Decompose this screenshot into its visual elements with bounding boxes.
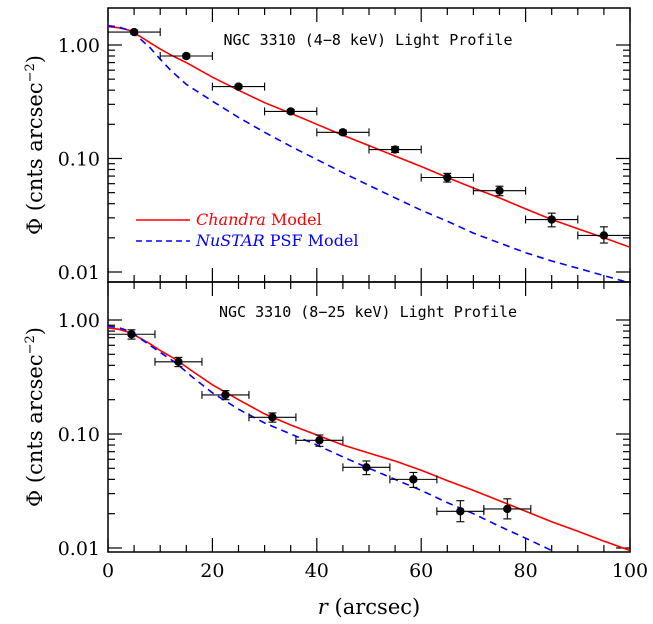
panel-title: NGC 3310 (8−25 keV) Light Profile — [219, 303, 517, 321]
data-point — [107, 329, 156, 340]
x-tick-label: 0 — [102, 560, 114, 582]
legend-chandra-label: Chandra Model — [196, 210, 322, 229]
data-marker — [268, 413, 277, 422]
nustar-psf-line — [108, 24, 630, 282]
panel-title: NGC 3310 (4−8 keV) Light Profile — [224, 31, 513, 49]
data-point — [248, 412, 297, 423]
y-axis-title-text: Φ (cnts arcsec−2) — [23, 55, 47, 235]
x-tick-label: 40 — [305, 560, 329, 582]
plot-frame — [107, 281, 631, 553]
data-point — [420, 172, 474, 183]
data-point — [154, 356, 203, 368]
data-marker — [495, 186, 504, 195]
data-marker — [174, 357, 183, 366]
x-tick-labels: 0 20 40 60 80 100 — [102, 560, 648, 582]
x-tick-label: 20 — [200, 560, 224, 582]
data-point — [211, 82, 266, 91]
data-marker — [286, 107, 295, 116]
data-marker — [547, 215, 556, 224]
data-point — [368, 145, 422, 154]
data-point — [389, 471, 438, 488]
data-point — [201, 390, 250, 401]
legend-nustar-label: NuSTAR PSF Model — [195, 231, 359, 250]
data-marker — [234, 82, 243, 91]
data-marker — [390, 145, 400, 154]
data-point — [264, 107, 318, 116]
data-point — [159, 51, 213, 61]
x-axis-title: r (arcsec) — [318, 595, 420, 619]
data-point — [295, 434, 344, 447]
x-tick-label: 100 — [612, 560, 648, 582]
data-marker — [129, 27, 139, 37]
axis-ticks — [107, 282, 631, 552]
y-tick-label: 0.01 — [58, 538, 100, 560]
data-marker — [599, 231, 609, 240]
data-marker — [182, 51, 191, 61]
x-tick-label: 80 — [514, 560, 538, 582]
data-marker — [221, 390, 230, 400]
model-curves — [108, 24, 630, 282]
data-point — [342, 460, 391, 476]
legend: Chandra Model NuSTAR PSF Model — [136, 210, 359, 250]
y-axis-title-bottom: Φ (cnts arcsec−2) — [23, 327, 47, 507]
data-marker — [127, 330, 136, 339]
y-tick-labels: 0.01 0.10 1.00 — [58, 310, 100, 560]
chandra-model-line — [108, 25, 630, 249]
data-point — [316, 128, 370, 137]
data-point — [525, 212, 579, 228]
data-point — [436, 500, 485, 523]
y-axis-title-top: Φ (cnts arcsec−2) — [23, 55, 47, 235]
data-point — [577, 226, 631, 244]
axis-ticks — [107, 8, 631, 282]
y-axis-title-text: Φ (cnts arcsec−2) — [23, 327, 47, 507]
panel-top: NGC 3310 (4−8 keV) Light Profile 0.01 0.1… — [58, 7, 631, 284]
y-tick-label: 0.01 — [58, 262, 100, 284]
y-tick-label: 1.00 — [58, 35, 100, 57]
data-marker — [456, 507, 465, 516]
y-tick-label: 0.10 — [58, 149, 100, 171]
data-marker — [443, 173, 452, 182]
panel-bottom: NGC 3310 (8−25 keV) Light Profile 0.010.… — [58, 281, 648, 582]
data-point — [483, 498, 532, 520]
nustar-psf-line — [108, 325, 558, 552]
data-marker — [503, 504, 512, 514]
y-tick-labels: 0.01 0.10 1.00 — [58, 35, 100, 284]
data-marker — [409, 475, 418, 484]
data-marker — [338, 128, 348, 137]
data-points — [107, 27, 631, 244]
x-tick-label: 60 — [409, 560, 433, 582]
data-point — [472, 185, 527, 197]
data-points — [107, 329, 532, 523]
data-marker — [362, 463, 371, 472]
y-tick-label: 0.10 — [58, 424, 100, 446]
data-marker — [315, 436, 324, 445]
y-tick-label: 1.00 — [58, 310, 100, 332]
data-point — [107, 27, 161, 37]
